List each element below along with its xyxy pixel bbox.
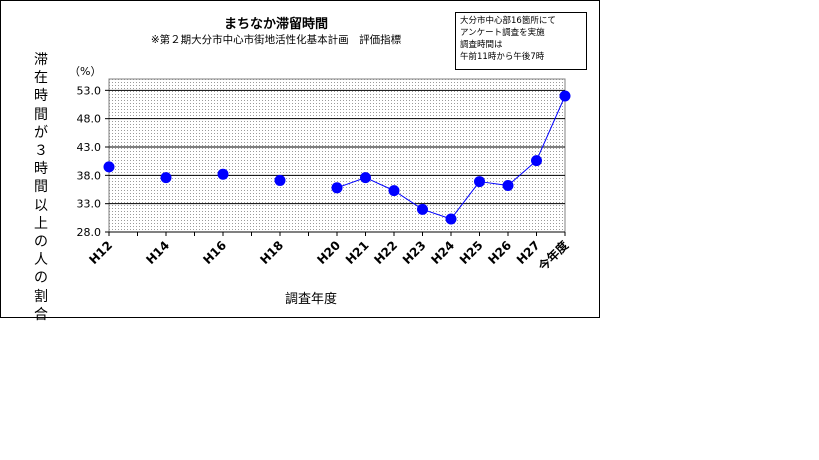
data-point bbox=[331, 182, 343, 194]
y-tick-label: 33.0 bbox=[77, 198, 102, 211]
y-axis-label-char: 時 bbox=[34, 161, 48, 178]
data-point bbox=[103, 161, 115, 173]
plot-area bbox=[108, 78, 566, 233]
x-tick-label: H20 bbox=[314, 238, 343, 267]
y-axis-label-char: の bbox=[34, 270, 48, 287]
x-axis-label: 調査年度 bbox=[284, 292, 337, 307]
x-tick-label: H16 bbox=[200, 238, 229, 267]
x-tick-label: H14 bbox=[143, 238, 172, 267]
data-point bbox=[388, 185, 400, 197]
series-line-segment bbox=[393, 190, 423, 210]
y-tick-label: 48.0 bbox=[77, 113, 102, 126]
y-axis-label-char: 人 bbox=[34, 252, 48, 269]
note-line: 大分市中心部16箇所にて bbox=[460, 16, 556, 26]
note-line: 調査時間は bbox=[460, 40, 503, 50]
x-tick-label: H18 bbox=[257, 238, 286, 267]
data-point bbox=[445, 213, 457, 225]
data-point bbox=[474, 176, 485, 188]
data-point bbox=[531, 155, 542, 167]
data-point bbox=[417, 203, 428, 215]
y-axis-label-char: ３ bbox=[34, 143, 48, 160]
data-point bbox=[217, 168, 229, 180]
data-point bbox=[502, 180, 514, 192]
y-axis-unit: （%） bbox=[69, 65, 102, 78]
data-point bbox=[160, 172, 172, 184]
y-axis-label-char: 在 bbox=[34, 70, 48, 87]
chart-title: まちなか滞留時間 bbox=[223, 17, 328, 32]
y-axis-label-char: 滞 bbox=[34, 52, 48, 68]
y-axis-label-char: 以 bbox=[34, 197, 48, 214]
survey-note-box: 大分市中心部16箇所にて アンケート調査を実施 調査時間は 午前11時から午後7… bbox=[455, 12, 587, 70]
y-axis-label-char: が bbox=[34, 124, 48, 141]
data-point bbox=[274, 174, 286, 186]
x-tick-label: H24 bbox=[428, 238, 457, 267]
x-tick-label: H21 bbox=[343, 238, 372, 267]
y-axis-label-char: 間 bbox=[34, 179, 48, 196]
y-axis-label-char: 間 bbox=[34, 106, 48, 123]
data-point bbox=[559, 90, 571, 102]
y-tick-label: 53.0 bbox=[77, 84, 102, 97]
x-tick-label: 今年度 bbox=[534, 237, 571, 274]
y-axis-label-char: 合 bbox=[34, 306, 48, 323]
note-line: 午前11時から午後7時 bbox=[460, 52, 545, 62]
y-tick-label: 43.0 bbox=[77, 141, 102, 154]
chart-frame: まちなか滞留時間 ※第２期大分市中心市街地活性化基本計画 評価指標 大分市中心部… bbox=[0, 0, 600, 323]
y-axis-label-char: 時 bbox=[34, 88, 48, 105]
series-line-segment bbox=[507, 160, 537, 186]
y-tick-label: 38.0 bbox=[77, 169, 102, 182]
series-line-segment bbox=[536, 95, 566, 161]
y-axis-label-char: 上 bbox=[34, 215, 48, 232]
note-line: アンケート調査を実施 bbox=[460, 28, 545, 38]
x-tick-label: H22 bbox=[371, 238, 400, 267]
x-tick-label: H26 bbox=[485, 238, 514, 267]
plot-svg: 28.0 33.0 38.0 43.0 48.0 53.0 H12 H14 H16 H18 H20… bbox=[77, 78, 572, 274]
y-tick-label: 28.0 bbox=[77, 226, 102, 239]
x-tick-label: H12 bbox=[86, 238, 115, 267]
x-tick-label: H25 bbox=[457, 238, 486, 267]
x-tick-label: H23 bbox=[400, 238, 429, 267]
series-line-segment bbox=[450, 181, 480, 220]
y-axis-label-char: の bbox=[34, 234, 48, 251]
data-point bbox=[360, 172, 371, 184]
chart-subtitle: ※第２期大分市中心市街地活性化基本計画 評価指標 bbox=[150, 34, 402, 46]
y-axis-label-char: 割 bbox=[34, 288, 48, 305]
